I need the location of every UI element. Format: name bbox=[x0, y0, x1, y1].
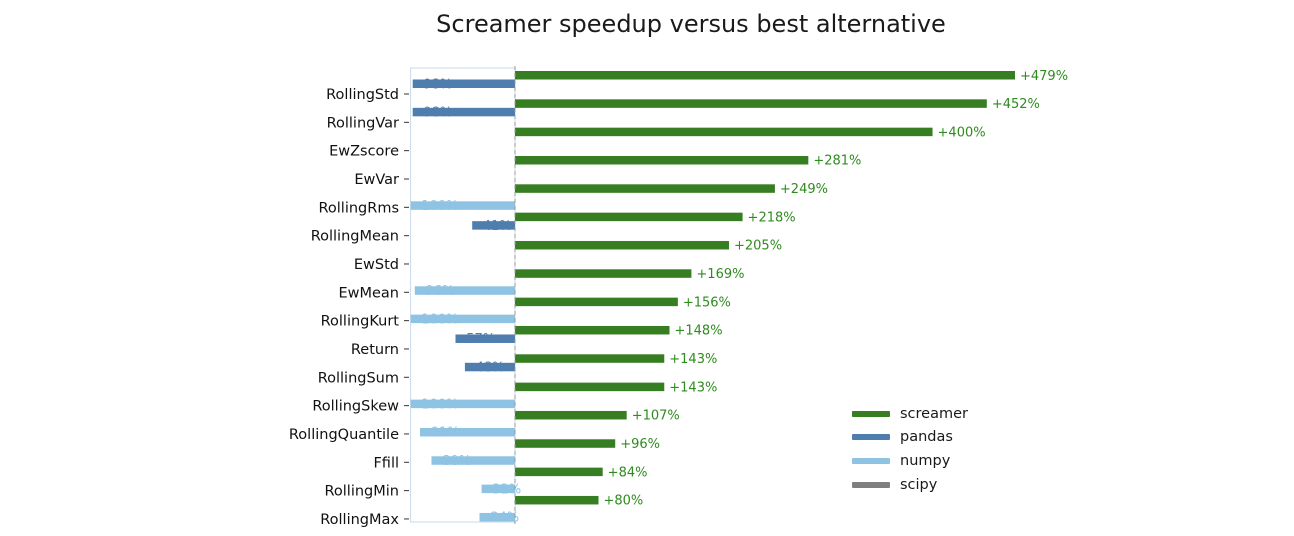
legend-label-screamer: screamer bbox=[900, 405, 968, 422]
bar-pandas bbox=[412, 79, 515, 88]
data-label-numpy: -100% bbox=[417, 312, 459, 327]
legend-label-scipy: scipy bbox=[900, 476, 938, 493]
data-label-screamer: +249% bbox=[780, 182, 828, 197]
bar-numpy bbox=[481, 484, 515, 494]
bar-pandas bbox=[412, 107, 515, 117]
legend-swatch-numpy bbox=[852, 457, 890, 464]
bar-screamer bbox=[515, 297, 678, 307]
y-tick-label: RollingSkew bbox=[312, 399, 399, 415]
y-tick-label: RollingRms bbox=[318, 200, 399, 216]
data-label-numpy: -100% bbox=[417, 397, 459, 412]
bar-screamer bbox=[515, 127, 933, 137]
data-label-screamer: +400% bbox=[938, 125, 986, 140]
data-label-screamer: +452% bbox=[992, 97, 1040, 112]
bar-screamer bbox=[515, 240, 729, 250]
data-label-screamer: +80% bbox=[604, 494, 644, 509]
bar-screamer bbox=[515, 382, 665, 392]
bar-screamer bbox=[515, 269, 692, 278]
data-label-screamer: +218% bbox=[748, 210, 796, 225]
data-label-numpy: -80% bbox=[437, 454, 471, 469]
legend-item-numpy: numpy bbox=[852, 449, 968, 473]
data-label-screamer: +148% bbox=[674, 324, 722, 339]
y-tick-label: EwMean bbox=[338, 285, 399, 301]
data-label-numpy: -32% bbox=[488, 482, 522, 497]
bar-screamer bbox=[515, 439, 616, 448]
y-tick-label: EwZscore bbox=[329, 144, 399, 160]
data-label-screamer: +479% bbox=[1020, 69, 1068, 84]
bar-numpy bbox=[420, 427, 515, 437]
data-label-numpy: -100% bbox=[417, 199, 459, 214]
bar-screamer bbox=[515, 99, 987, 108]
legend-item-screamer: screamer bbox=[852, 402, 968, 426]
y-tick-label: Ffill bbox=[373, 455, 399, 471]
data-label-pandas: -48% bbox=[471, 361, 505, 376]
data-label-screamer: +143% bbox=[669, 380, 717, 395]
data-label-screamer: +107% bbox=[632, 409, 680, 424]
y-tick-labels-layer: RollingStd RollingVar EwZscore EwVar Rolling… bbox=[289, 87, 409, 528]
legend: screamer pandas numpy scipy bbox=[852, 402, 968, 496]
bar-screamer bbox=[515, 467, 603, 477]
bar-screamer bbox=[515, 325, 670, 335]
legend-swatch-screamer bbox=[852, 410, 890, 417]
y-tick-label: Return bbox=[351, 342, 399, 358]
legend-label-numpy: numpy bbox=[900, 452, 951, 469]
bar-numpy bbox=[410, 399, 515, 409]
data-label-numpy: -34% bbox=[486, 511, 520, 526]
data-label-screamer: +156% bbox=[683, 295, 731, 310]
value-labels-layer: +479% -98% +452% -98% +400% +281% +249% -100% +2… bbox=[417, 66, 1068, 526]
y-tick-label: RollingMean bbox=[311, 229, 399, 245]
data-label-pandas: -57% bbox=[462, 332, 496, 347]
bar-screamer bbox=[515, 155, 809, 165]
data-label-pandas: -98% bbox=[419, 77, 453, 92]
data-label-pandas: -98% bbox=[419, 106, 453, 121]
chart-title: Screamer speedup versus best alternative bbox=[436, 10, 946, 38]
y-tick-label: RollingKurt bbox=[321, 314, 400, 330]
y-tick-label: RollingQuantile bbox=[289, 427, 399, 443]
y-tick-label: RollingSum bbox=[318, 370, 399, 386]
y-tick-label: EwVar bbox=[354, 172, 399, 188]
data-label-screamer: +169% bbox=[696, 267, 744, 282]
bar-numpy bbox=[431, 456, 515, 465]
bar-screamer bbox=[515, 212, 743, 222]
legend-swatch-pandas bbox=[852, 434, 890, 441]
bar-numpy bbox=[410, 201, 515, 210]
legend-swatch-scipy bbox=[852, 481, 890, 488]
data-label-screamer: +143% bbox=[669, 352, 717, 367]
y-tick-label: RollingVar bbox=[327, 115, 399, 131]
legend-item-pandas: pandas bbox=[852, 426, 968, 450]
y-tick-label: RollingStd bbox=[326, 87, 399, 103]
data-label-numpy: -96% bbox=[421, 284, 455, 299]
bars-layer bbox=[410, 67, 1015, 523]
data-label-numpy: -91% bbox=[426, 426, 460, 441]
bar-screamer bbox=[515, 184, 775, 193]
y-tick-label: RollingMax bbox=[320, 512, 399, 528]
bar-pandas bbox=[472, 221, 515, 230]
bar-pandas bbox=[455, 334, 515, 343]
bar-screamer bbox=[515, 495, 599, 505]
bar-screamer bbox=[515, 410, 627, 420]
data-label-screamer: +84% bbox=[608, 465, 648, 480]
bar-numpy bbox=[479, 512, 515, 522]
bar-numpy bbox=[414, 286, 515, 295]
bar-numpy bbox=[410, 314, 515, 324]
data-label-screamer: +281% bbox=[813, 154, 861, 169]
legend-item-scipy: scipy bbox=[852, 473, 968, 497]
bar-screamer bbox=[515, 354, 665, 363]
y-tick-label: RollingMin bbox=[324, 484, 399, 500]
legend-label-pandas: pandas bbox=[900, 429, 953, 446]
data-label-pandas: -41% bbox=[478, 219, 512, 234]
bar-screamer bbox=[515, 71, 1015, 80]
y-tick-label: EwStd bbox=[354, 257, 399, 273]
negative-region-frame bbox=[410, 67, 516, 523]
data-label-screamer: +96% bbox=[620, 437, 660, 452]
data-label-screamer: +205% bbox=[734, 239, 782, 254]
bar-pandas bbox=[464, 362, 515, 372]
